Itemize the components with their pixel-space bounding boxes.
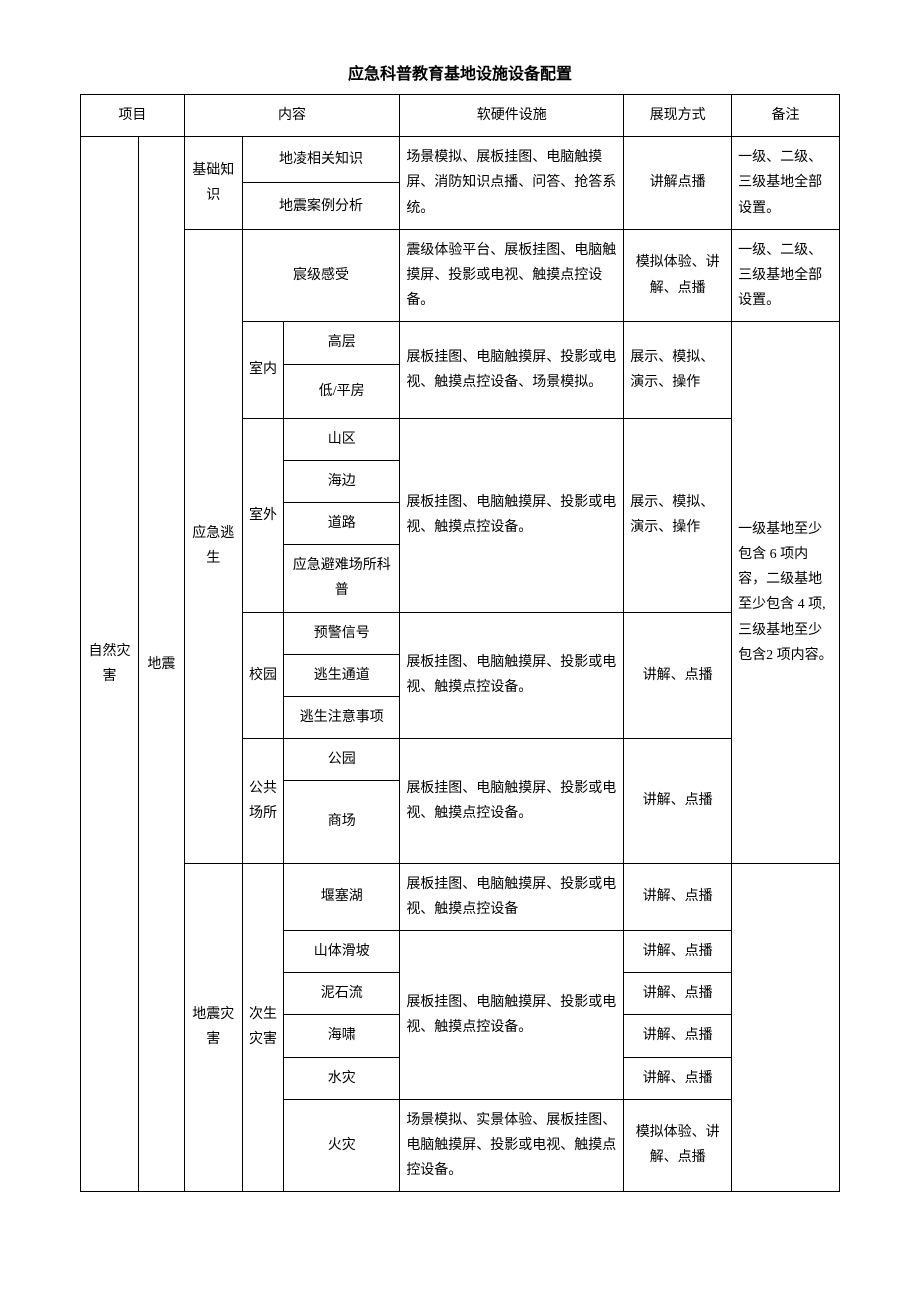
cell-sec-r1: 堰塞湖 — [284, 863, 400, 930]
cell-basic-label: 基础知识 — [184, 137, 242, 230]
cell-campus-r2: 逃生通道 — [284, 654, 400, 696]
cell-outdoor-r3: 道路 — [284, 503, 400, 545]
cell-outdoor-label: 室外 — [242, 418, 283, 612]
cell-indoor-r1: 高层 — [284, 322, 400, 364]
cell-feel-display: 模拟体验、讲解、点播 — [624, 229, 732, 322]
cell-sec-r2: 山体滑坡 — [284, 930, 400, 972]
cell-feel-content: 宸级感受 — [242, 229, 400, 322]
cell-basic-note: 一级、二级、三级基地全部设置。 — [732, 137, 840, 230]
cell-public-r1: 公园 — [284, 739, 400, 781]
cell-basic-r2: 地震案例分析 — [242, 183, 400, 229]
cell-campus-display: 讲解、点播 — [624, 612, 732, 739]
cell-sec-r2-display: 讲解、点播 — [624, 930, 732, 972]
cell-indoor-label: 室内 — [242, 322, 283, 418]
cell-outdoor-r4: 应急避难场所科普 — [284, 545, 400, 612]
header-row: 项目 内容 软硬件设施 展现方式 备注 — [81, 95, 840, 137]
cell-proj-l1: 自然灾害 — [81, 137, 139, 1192]
row-feel: 应急逃生 宸级感受 震级体验平台、展板挂图、电脑触摸屏、投影或电视、触摸点控设备… — [81, 229, 840, 322]
header-project: 项目 — [81, 95, 185, 137]
cell-public-display: 讲解、点播 — [624, 739, 732, 863]
cell-sec-r1-hw: 展板挂图、电脑触摸屏、投影或电视、触摸点控设备 — [400, 863, 624, 930]
cell-sec-group-hw: 展板挂图、电脑触摸屏、投影或电视、触摸点控设备。 — [400, 930, 624, 1099]
cell-escape-label: 应急逃生 — [184, 229, 242, 863]
cell-public-hw: 展板挂图、电脑触摸屏、投影或电视、触摸点控设备。 — [400, 739, 624, 863]
page-title: 应急科普教育基地设施设备配置 — [80, 60, 840, 84]
cell-campus-hw: 展板挂图、电脑触摸屏、投影或电视、触摸点控设备。 — [400, 612, 624, 739]
cell-outdoor-hw: 展板挂图、电脑触摸屏、投影或电视、触摸点控设备。 — [400, 418, 624, 612]
cell-sec-r3: 泥石流 — [284, 973, 400, 1015]
cell-sec-r6: 火灾 — [284, 1099, 400, 1192]
cell-outdoor-display: 展示、模拟、演示、操作 — [624, 418, 732, 612]
cell-campus-label: 校园 — [242, 612, 283, 739]
cell-sec-r5-display: 讲解、点播 — [624, 1057, 732, 1099]
cell-sec-r4: 海啸 — [284, 1015, 400, 1057]
cell-sec-r5: 水灾 — [284, 1057, 400, 1099]
cell-sec-r4-display: 讲解、点播 — [624, 1015, 732, 1057]
cell-basic-display: 讲解点播 — [624, 137, 732, 230]
cell-sec-r6-hw: 场景模拟、实景体验、展板挂图、电脑触摸屏、投影或电视、触摸点控设备。 — [400, 1099, 624, 1192]
header-hw: 软硬件设施 — [400, 95, 624, 137]
header-content: 内容 — [184, 95, 400, 137]
cell-sec-note — [732, 863, 840, 1192]
cell-basic-hw: 场景模拟、展板挂图、电脑触摸屏、消防知识点播、问答、抢答系统。 — [400, 137, 624, 230]
cell-basic-r1: 地凌相关知识 — [242, 137, 400, 183]
cell-public-label: 公共场所 — [242, 739, 283, 863]
cell-secondary-sublabel: 次生灾害 — [242, 863, 283, 1192]
row-sec-1: 地震灾害 次生灾害 堰塞湖 展板挂图、电脑触摸屏、投影或电视、触摸点控设备 讲解… — [81, 863, 840, 930]
cell-sec-r1-display: 讲解、点播 — [624, 863, 732, 930]
cell-feel-hw: 震级体验平台、展板挂图、电脑触摸屏、投影或电视、触摸点控设备。 — [400, 229, 624, 322]
cell-sec-r3-display: 讲解、点播 — [624, 973, 732, 1015]
cell-public-r2: 商场 — [284, 781, 400, 863]
cell-campus-r1: 预警信号 — [284, 612, 400, 654]
cell-outdoor-r2: 海边 — [284, 460, 400, 502]
cell-indoor-hw: 展板挂图、电脑触摸屏、投影或电视、触摸点控设备、场景模拟。 — [400, 322, 624, 418]
cell-sec-r6-display: 模拟体验、讲解、点播 — [624, 1099, 732, 1192]
row-basic-1: 自然灾害 地震 基础知识 地凌相关知识 场景模拟、展板挂图、电脑触摸屏、消防知识… — [81, 137, 840, 183]
header-display: 展现方式 — [624, 95, 732, 137]
cell-secondary-label: 地震灾害 — [184, 863, 242, 1192]
cell-feel-note: 一级、二级、三级基地全部设置。 — [732, 229, 840, 322]
header-note: 备注 — [732, 95, 840, 137]
cell-indoor-r2: 低/平房 — [284, 364, 400, 418]
cell-indoor-display: 展示、模拟、演示、操作 — [624, 322, 732, 418]
cell-escape-note: 一级基地至少包含 6 项内容，二级基地至少包含 4 项,三级基地至少包含2 项内… — [732, 322, 840, 863]
config-table: 项目 内容 软硬件设施 展现方式 备注 自然灾害 地震 基础知识 地凌相关知识 … — [80, 94, 840, 1192]
cell-outdoor-r1: 山区 — [284, 418, 400, 460]
cell-proj-l2: 地震 — [139, 137, 185, 1192]
cell-campus-r3: 逃生注意事项 — [284, 697, 400, 739]
